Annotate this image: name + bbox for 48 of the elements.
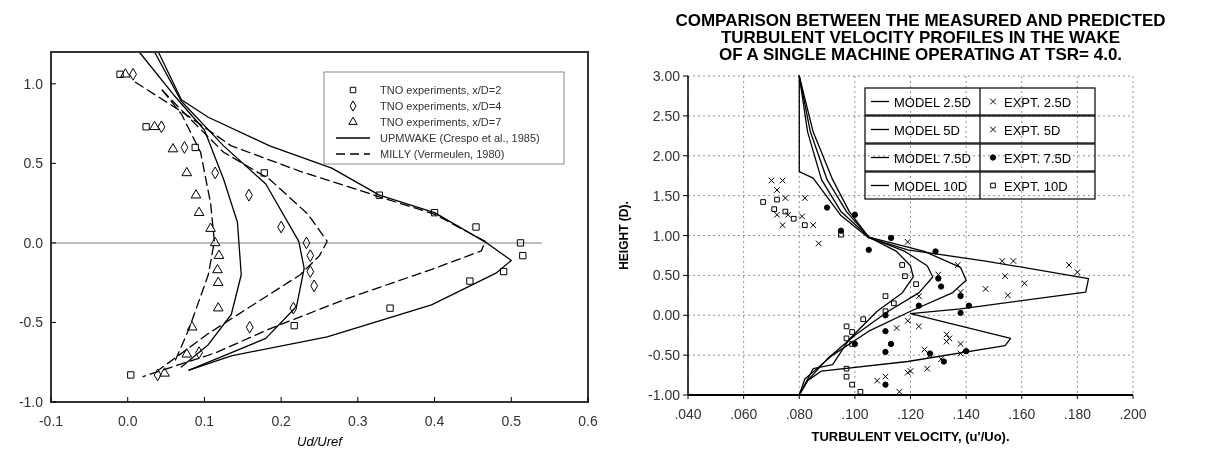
legend-label: EXPT. 10D: [1004, 178, 1068, 194]
x-tick-label: .180: [1063, 406, 1092, 422]
chart-title: COMPARISON BETWEEN THE MEASURED AND PREDICTED TURBULENT VELOCITY PROFILES IN THE WAKE OF A SINGLE MACHINE OPERATING AT TSR= 4.0.: [675, 11, 1166, 64]
y-tick-label: 2.50: [652, 107, 681, 124]
legend-label: EXPT. 2.5D: [1004, 94, 1072, 110]
legend-label: UPMWAKE (Crespo et al., 1985): [380, 132, 540, 144]
x-axis-title: Ud/Uref: [297, 434, 344, 449]
x-tick-label: .200: [1119, 406, 1147, 422]
x-tick-label: 0.2: [271, 413, 292, 429]
legend-label: MODEL 7.5D: [894, 150, 971, 166]
x-tick-label: .080: [785, 406, 814, 422]
x-tick-label: .140: [952, 406, 980, 422]
legend-label: TNO experiments, x/D=2: [380, 84, 502, 96]
x-tick-label: 0.6: [578, 413, 598, 429]
y-tick-label: -1.00: [648, 387, 681, 403]
x-axis-title: TURBULENT VELOCITY, (u'/Uo).: [811, 429, 1010, 444]
y-tick-label: 2.00: [652, 147, 681, 164]
legend-label: MODEL 5D: [894, 122, 960, 138]
x-tick-label: 0.1: [194, 413, 215, 429]
x-tick-label: 0.0: [117, 413, 138, 429]
x-tick-label: 0.4: [424, 413, 445, 429]
legend-label: TNO experiments, x/D=4: [380, 100, 502, 112]
x-tick-label: 0.3: [348, 413, 368, 429]
y-axis-title: HEIGHT (D).: [617, 201, 631, 270]
y-tick-label: -1.0: [18, 394, 44, 410]
y-tick-label: 0.50: [652, 267, 681, 284]
y-tick-label: 0.5: [23, 155, 44, 172]
legend-label: MODEL 2.5D: [894, 94, 971, 110]
legend-label: TNO experiments, x/D=7: [380, 116, 502, 128]
x-tick-label: -0.1: [38, 413, 64, 429]
x-tick-label: .060: [730, 406, 758, 422]
y-tick-label: 0.0: [23, 234, 44, 251]
y-tick-label: -0.5: [18, 314, 44, 331]
legend-label: EXPT. 7.5D: [1004, 150, 1072, 166]
legend-label: EXPT. 5D: [1004, 122, 1061, 138]
x-tick-label: .160: [1008, 406, 1036, 422]
y-tick-label: 1.0: [23, 75, 44, 92]
x-tick-label: .100: [841, 406, 869, 422]
y-tick-label: 3.00: [652, 68, 681, 84]
y-tick-label: 0.00: [652, 307, 681, 324]
x-tick-label: .120: [896, 406, 925, 422]
y-tick-label: -0.50: [648, 347, 681, 364]
legend-label: MILLY (Vermeulen, 1980): [380, 148, 505, 160]
y-tick-label: 1.50: [652, 187, 681, 204]
x-tick-label: 0.5: [501, 413, 522, 429]
x-tick-label: .040: [674, 406, 702, 422]
legend-label: MODEL 10D: [894, 178, 968, 194]
y-tick-label: 1.00: [652, 227, 681, 244]
